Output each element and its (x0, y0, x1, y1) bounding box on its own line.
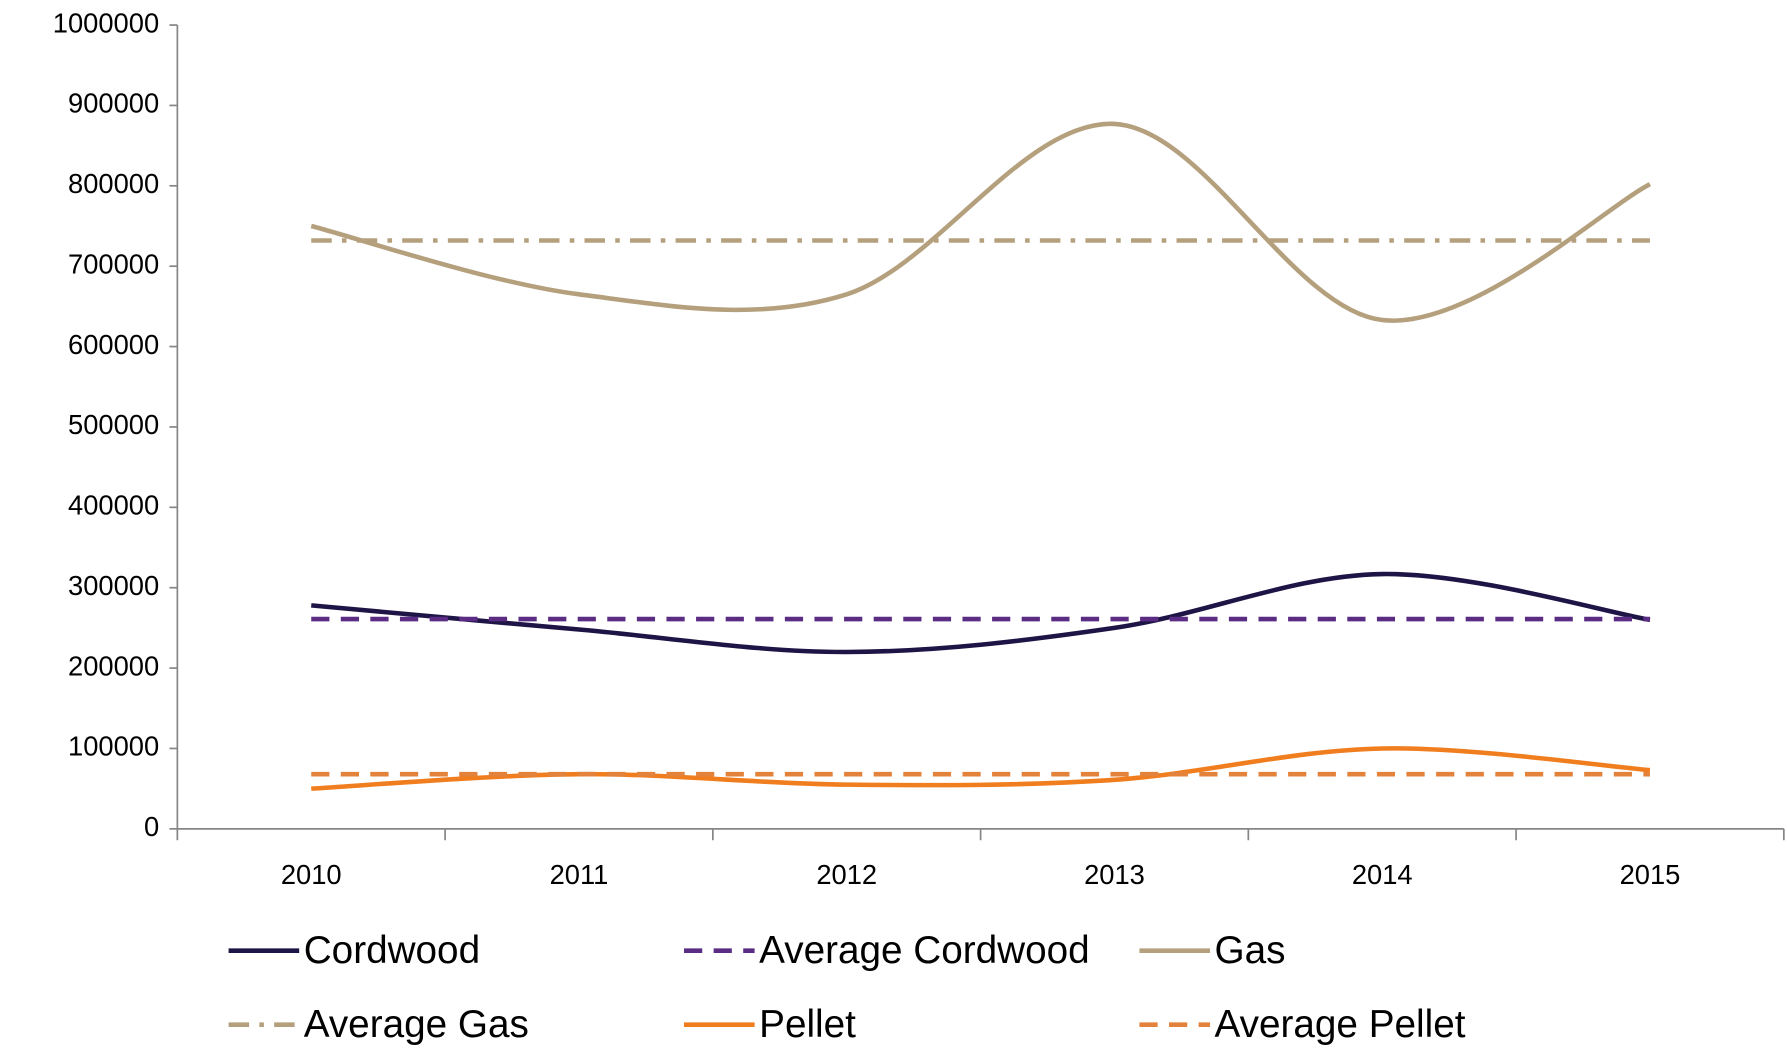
legend-label: Average Cordwood (759, 929, 1090, 972)
x-tick-label: 2013 (1084, 859, 1145, 890)
legend-label: Cordwood (304, 929, 480, 972)
y-tick-label: 1000000 (53, 7, 159, 38)
legend-label: Gas (1215, 929, 1286, 972)
y-tick-label: 900000 (68, 88, 159, 119)
y-tick-label: 800000 (68, 168, 159, 199)
y-tick-label: 700000 (68, 248, 159, 279)
x-tick-label: 2011 (550, 859, 609, 890)
series-line (311, 746, 1651, 791)
legend-label: Pellet (759, 1003, 856, 1046)
y-tick-label: 600000 (68, 329, 159, 360)
series-line (311, 571, 1651, 655)
y-tick-label: 300000 (68, 570, 159, 601)
y-tick-label: 500000 (68, 409, 159, 440)
y-tick-label: 200000 (68, 650, 159, 681)
series-line (310, 121, 1651, 323)
x-tick-label: 2010 (281, 859, 342, 890)
y-tick-label: 100000 (68, 731, 159, 762)
legend-label: Average Gas (304, 1003, 529, 1046)
y-tick-label: 0 (144, 811, 159, 842)
legend-label: Average Pellet (1215, 1003, 1466, 1046)
x-tick-label: 2012 (816, 859, 877, 890)
x-tick-label: 2014 (1352, 859, 1413, 890)
x-tick-label: 2015 (1620, 859, 1681, 890)
y-tick-label: 400000 (68, 490, 159, 521)
